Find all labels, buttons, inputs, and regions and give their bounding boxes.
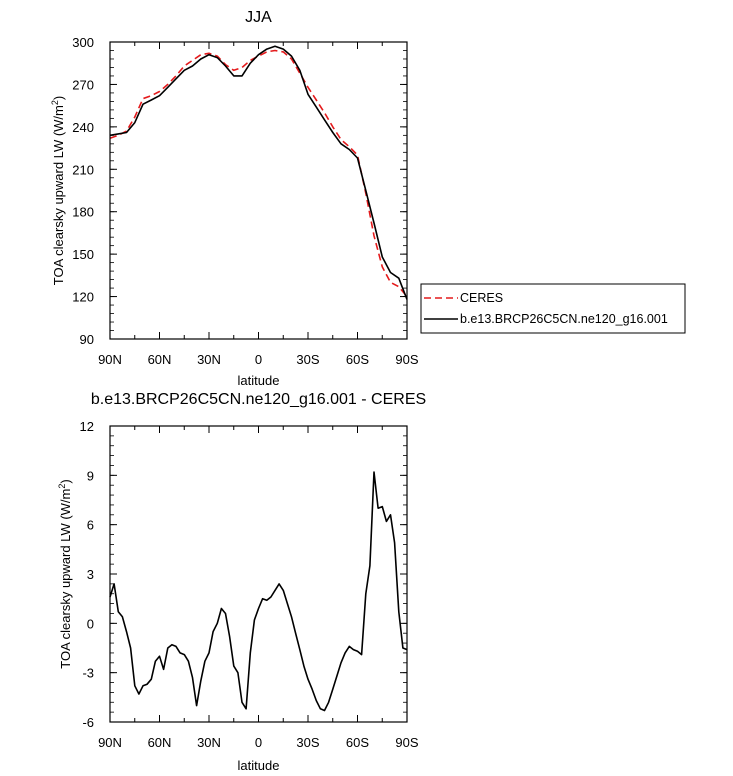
top-x-axis-label: latitude [238,373,280,388]
top-y-tick-label: 120 [72,290,94,305]
top-chart-title: JJA [245,9,272,26]
bottom-x-tick-label: 30N [197,735,221,750]
bottom-y-tick-label: -6 [82,715,94,730]
top-x-tick-label: 60N [148,352,172,367]
bottom-x-tick-label: 30S [296,735,319,750]
bottom-series-line-0 [109,471,408,712]
top-series-line-ceres [109,49,408,298]
bottom-x-tick-label: 60N [148,735,172,750]
legend-label-1: b.e13.BRCP26C5CN.ne120_g16.001 [460,312,668,326]
top-x-tick-label: 30S [296,352,319,367]
top-x-tick-label: 90S [395,352,418,367]
bottom-x-tick-label: 90S [395,735,418,750]
top-x-tick-label: 30N [197,352,221,367]
top-plot-frame [109,41,408,340]
legend-label-0: CERES [460,291,503,305]
legend-box [420,283,686,334]
bottom-x-axis-label: latitude [238,758,280,773]
bottom-y-tick-label: 9 [87,468,94,483]
bottom-y-tick-label: 0 [87,616,94,631]
bottom-plot-frame [109,425,408,723]
bottom-chart-title: b.e13.BRCP26C5CN.ne120_g16.001 - CERES [91,391,426,408]
bottom-y-tick-label: 6 [87,518,94,533]
bottom-y-tick-label: -3 [82,666,94,681]
top-y-tick-label: 150 [72,247,94,262]
top-y-tick-label: 240 [72,120,94,135]
top-x-tick-label: 90N [98,352,122,367]
bottom-y-tick-label: 12 [80,419,94,434]
top-y-tick-label: 210 [72,162,94,177]
top-x-tick-label: 60S [346,352,369,367]
bottom-y-tick-label: 3 [87,567,94,582]
bottom-x-tick-label: 60S [346,735,369,750]
top-y-tick-label: 90 [80,332,94,347]
top-y-tick-label: 180 [72,205,94,220]
bottom-x-tick-label: 0 [255,735,262,750]
top-y-tick-label: 300 [72,35,94,50]
top-series-line-b-e13-brcp26c5cn-ne120-g16-001 [109,45,408,300]
top-y-axis-label: TOA clearsky upward LW (W/m2) [50,96,66,285]
top-x-tick-label: 0 [255,352,262,367]
bottom-y-axis-label: TOA clearsky upward LW (W/m2) [57,479,73,668]
top-y-tick-label: 270 [72,77,94,92]
bottom-x-tick-label: 90N [98,735,122,750]
